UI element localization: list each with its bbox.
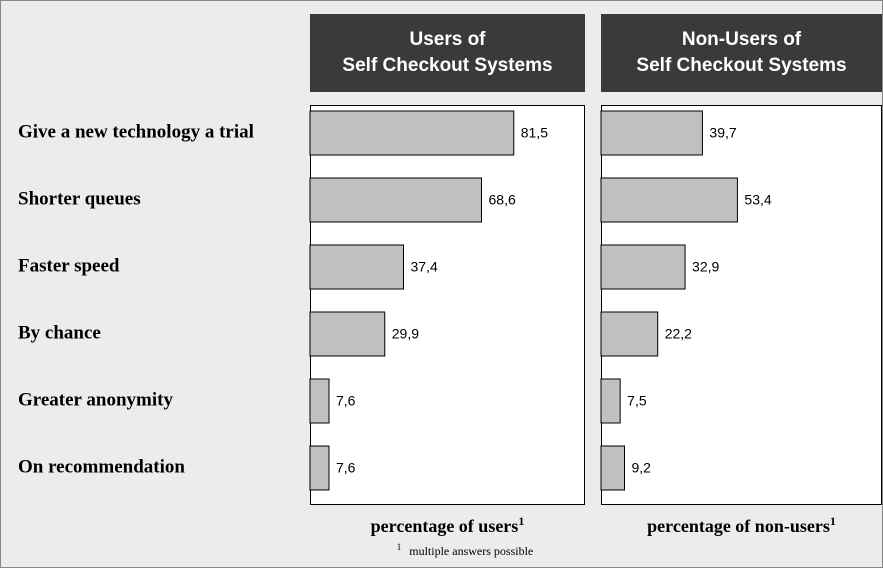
bar	[309, 177, 482, 223]
category-label: Shorter queues	[18, 188, 141, 209]
bar	[600, 311, 659, 357]
plot-area	[601, 105, 882, 505]
bar	[600, 445, 626, 491]
value-label: 7,6	[336, 393, 356, 409]
footnote-text: multiple answers possible	[409, 544, 533, 558]
value-label: 9,2	[632, 460, 652, 476]
plot-area	[310, 105, 585, 505]
value-label: 7,5	[627, 393, 647, 409]
header-box	[601, 14, 882, 92]
header-title: Self Checkout Systems	[342, 55, 552, 76]
value-label: 32,9	[692, 259, 719, 275]
value-label: 68,6	[489, 192, 516, 208]
header-title: Users of	[409, 29, 486, 50]
value-label: 37,4	[411, 259, 438, 275]
bar	[600, 378, 621, 424]
header-title: Self Checkout Systems	[636, 55, 846, 76]
value-label: 29,9	[392, 326, 419, 342]
bar	[309, 378, 330, 424]
header-title: Non-Users of	[682, 29, 802, 50]
bar	[309, 244, 404, 290]
value-label: 22,2	[665, 326, 692, 342]
value-label: 53,4	[744, 192, 771, 208]
bar	[600, 177, 738, 223]
value-label: 39,7	[709, 125, 736, 141]
category-label: On recommendation	[18, 456, 185, 477]
x-axis-label: percentage of non-users1	[647, 514, 836, 536]
category-label: Greater anonymity	[18, 389, 173, 410]
category-label: Give a new technology a trial	[18, 121, 254, 142]
bar	[309, 445, 330, 491]
footnote-marker: 1	[518, 514, 524, 528]
x-axis-label-text: percentage of non-users	[647, 516, 830, 536]
header-box	[310, 14, 585, 92]
bar	[309, 311, 386, 357]
bar	[600, 110, 703, 156]
value-label: 7,6	[336, 460, 356, 476]
footnote-marker: 1	[830, 514, 836, 528]
value-label: 81,5	[521, 125, 548, 141]
bar	[309, 110, 515, 156]
category-label: Faster speed	[18, 255, 120, 276]
x-axis-label: percentage of users1	[371, 514, 525, 536]
x-axis-label-text: percentage of users	[371, 516, 519, 536]
category-label: By chance	[18, 322, 101, 343]
footnote: 1 multiple answers possible	[397, 542, 533, 558]
bar	[600, 244, 686, 290]
footnote-marker: 1	[397, 542, 402, 552]
